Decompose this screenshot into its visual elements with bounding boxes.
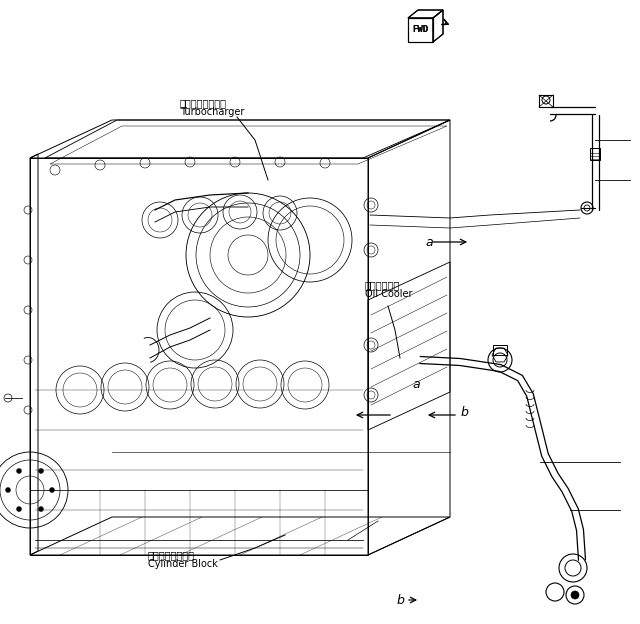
Text: オイルクーラ: オイルクーラ bbox=[365, 280, 400, 290]
Circle shape bbox=[571, 591, 579, 599]
Circle shape bbox=[17, 507, 22, 512]
Text: b: b bbox=[461, 406, 469, 419]
Text: Turbocharger: Turbocharger bbox=[180, 107, 244, 117]
Circle shape bbox=[38, 469, 44, 474]
Text: Cylinder Block: Cylinder Block bbox=[148, 559, 218, 569]
Circle shape bbox=[49, 487, 54, 492]
Circle shape bbox=[17, 469, 22, 474]
Text: Oil Cooler: Oil Cooler bbox=[365, 289, 413, 299]
Text: b: b bbox=[396, 593, 404, 607]
Bar bbox=[493, 345, 507, 355]
Bar bbox=[590, 148, 600, 160]
Text: a: a bbox=[426, 235, 433, 248]
Text: a: a bbox=[412, 378, 420, 391]
Circle shape bbox=[38, 507, 44, 512]
Text: FWD: FWD bbox=[412, 26, 428, 34]
Bar bbox=[539, 95, 553, 107]
Circle shape bbox=[6, 487, 10, 492]
Text: ターボチャージャ: ターボチャージャ bbox=[180, 98, 227, 108]
Text: シリンダブロック: シリンダブロック bbox=[148, 550, 195, 560]
Text: FWD: FWD bbox=[412, 26, 428, 34]
